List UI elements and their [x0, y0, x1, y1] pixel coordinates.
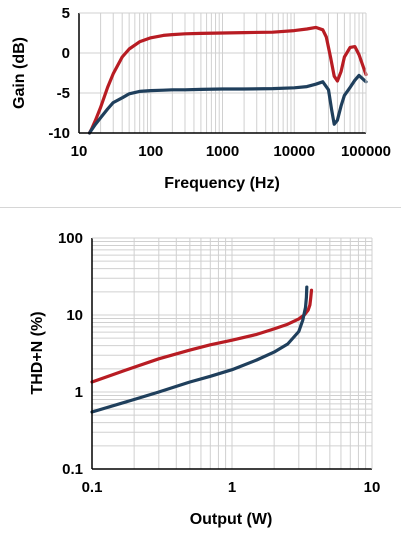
y-tick-label: 1 [75, 384, 83, 401]
axes [91, 237, 373, 470]
axes [78, 12, 367, 134]
y-tick-label: -10 [48, 125, 70, 142]
frequency-response-chart: 5 0 -5 -10 10 100 1000 10000 100000 Frequency (… [11, 5, 391, 192]
y-tick-label: 100 [58, 230, 83, 247]
x-tick-label: 0.1 [82, 479, 103, 496]
series-line-1 [87, 25, 368, 135]
y-tick-label: -5 [57, 85, 70, 102]
y-axis-title: THD+N (%) [29, 311, 46, 394]
x-tick-label: 1000 [206, 143, 239, 160]
x-tick-label: 1 [228, 479, 236, 496]
series-layer [90, 285, 314, 414]
y-tick-labels: 100 10 1 0.1 [58, 230, 83, 478]
separator-line [0, 207, 401, 208]
x-tick-labels: 10 100 1000 10000 100000 [71, 143, 391, 160]
x-tick-label: 100000 [341, 143, 391, 160]
x-axis-title: Frequency (Hz) [164, 175, 280, 192]
y-tick-label: 5 [62, 5, 70, 22]
y-tick-label: 0.1 [62, 461, 83, 478]
series-layer [87, 25, 368, 135]
x-tick-label: 100 [138, 143, 163, 160]
x-tick-label: 10 [71, 143, 88, 160]
y-tick-label: 10 [66, 307, 83, 324]
grid [92, 238, 372, 469]
y-axis-title: Gain (dB) [11, 37, 28, 109]
series-line-1 [90, 288, 314, 384]
x-axis-title: Output (W) [190, 511, 273, 528]
series-line-2 [87, 73, 368, 135]
y-tick-labels: 5 0 -5 -10 [48, 5, 70, 142]
series-line-2 [90, 285, 309, 414]
x-tick-labels: 0.1 1 10 [82, 479, 381, 496]
y-tick-label: 0 [62, 45, 70, 62]
x-tick-label: 10 [364, 479, 381, 496]
x-tick-label: 10000 [273, 143, 315, 160]
